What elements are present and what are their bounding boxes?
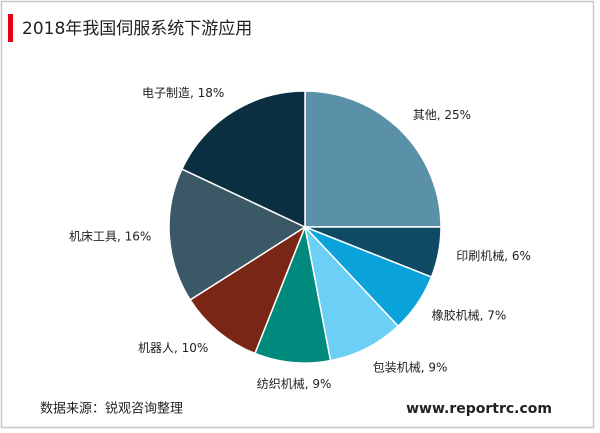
- data-label: 印刷机械, 6%: [456, 248, 531, 263]
- data-label: 其他, 25%: [413, 108, 471, 122]
- website: www.reportrc.com: [406, 401, 552, 417]
- title-accent: [8, 14, 13, 42]
- pie-slice: [168, 168, 307, 301]
- pie-slice: [180, 90, 306, 229]
- data-label: 包装机械, 9%: [373, 359, 448, 374]
- pie-slice: [304, 90, 442, 228]
- data-label: 橡胶机械, 7%: [432, 307, 507, 322]
- data-label: 机器人, 10%: [138, 341, 208, 355]
- chart-title: 2018年我国伺服系统下游应用: [22, 19, 252, 39]
- data-label: 电子制造, 18%: [142, 86, 224, 100]
- data-label: 机床工具, 16%: [69, 229, 151, 243]
- source-note: 数据来源：锐观咨询整理: [40, 402, 183, 417]
- data-label: 纺织机械, 9%: [257, 376, 332, 391]
- pie-slice: [189, 225, 307, 355]
